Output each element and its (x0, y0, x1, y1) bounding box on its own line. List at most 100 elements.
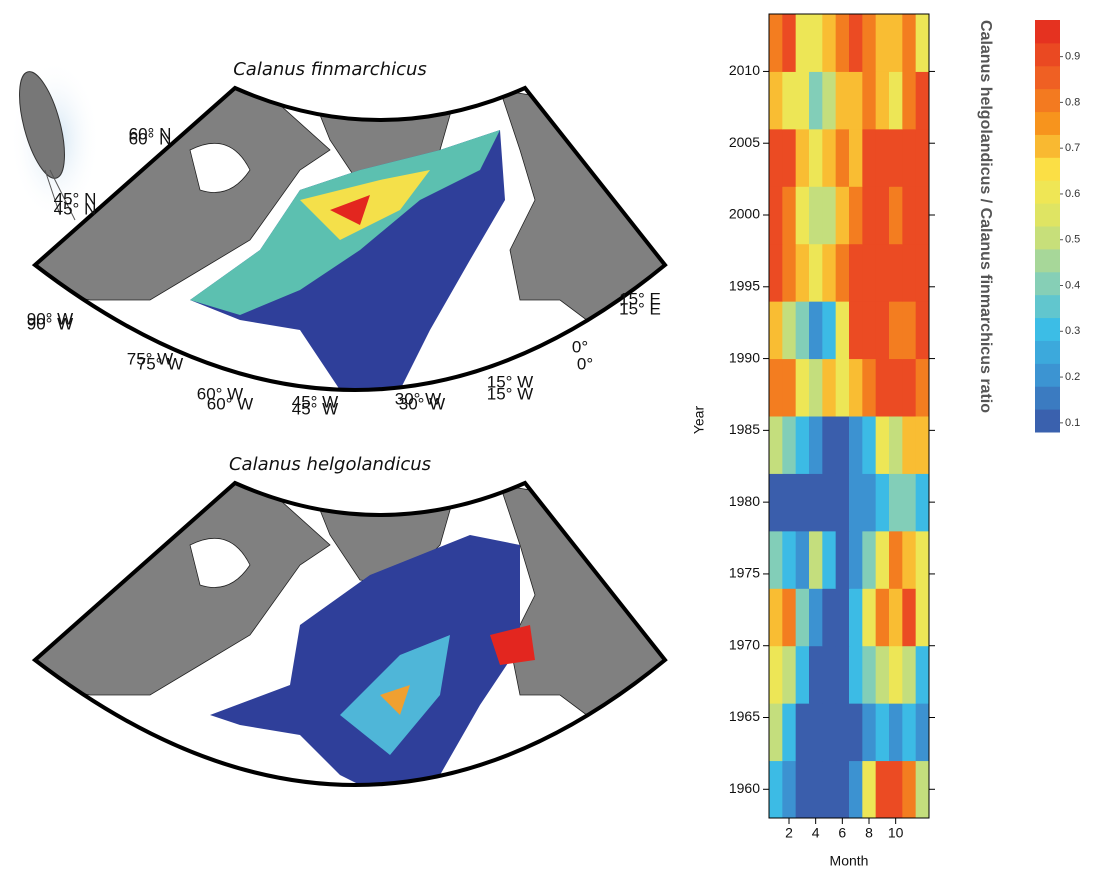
heatmap-cell (875, 71, 890, 130)
heatmap-cell (809, 14, 823, 72)
map-title: Calanus finmarchicus (233, 59, 427, 80)
colorbar-band (1035, 88, 1060, 113)
heatmap-cell (809, 358, 823, 417)
x-tick-label: 8 (865, 825, 873, 841)
colorbar-tick-label: 0.6 (1065, 188, 1080, 200)
y-tick-label: 1980 (729, 493, 760, 509)
heatmap-cell (795, 128, 810, 187)
heatmap-cell (835, 703, 850, 762)
heatmap-cell (795, 703, 810, 762)
heatmap-cell (822, 243, 837, 302)
heatmap-cell (809, 645, 823, 704)
heatmap-cell (889, 588, 903, 647)
heatmap-cell (902, 358, 917, 417)
heatmap-cell (769, 243, 783, 302)
heatmap-cell (795, 243, 810, 302)
heatmap-cell (782, 358, 797, 417)
heatmap-cell (835, 588, 850, 647)
heatmap-cell (902, 14, 917, 72)
map-outline (31, 480, 668, 787)
heatmap-cell (915, 416, 929, 474)
heatmap-cell (849, 416, 863, 474)
heatmap-cell (915, 186, 929, 245)
heatmap-cell (915, 243, 929, 302)
y-tick-label: 2000 (729, 206, 760, 222)
heatmap-cell (809, 588, 823, 647)
colorbar-band (1035, 65, 1060, 90)
colorbar-band (1035, 203, 1060, 227)
heatmap-cell (835, 530, 850, 589)
heatmap-cell (835, 358, 850, 417)
heatmap-cell (875, 703, 890, 762)
coordinate-label: 90° W (27, 314, 73, 333)
coordinate-label: 0° (572, 337, 588, 356)
heatmap-cell (809, 186, 823, 245)
colorbar-tick-label: 0.8 (1065, 96, 1080, 108)
heatmap-cell (875, 128, 890, 187)
distribution (490, 625, 535, 665)
heatmap-cell (822, 128, 837, 187)
heatmap-cell (875, 473, 890, 532)
coordinate-label: 15° W (487, 372, 533, 391)
heatmap-cell (795, 645, 810, 704)
y-tick-label: 1990 (729, 349, 760, 365)
x-tick-label: 2 (785, 825, 793, 841)
heatmap-cell (849, 645, 863, 704)
heatmap-cell (875, 301, 890, 360)
colorbar-tick-label: 0.4 (1065, 279, 1080, 291)
heatmap-cell (822, 301, 837, 360)
heatmap-cell (809, 71, 823, 130)
heatmap-cell (822, 358, 837, 417)
heatmap-cell (769, 703, 783, 762)
heatmap-cell (849, 530, 863, 589)
heatmap-cell (902, 128, 917, 187)
heatmap-cell (849, 14, 863, 72)
heatmap-cell (889, 703, 903, 762)
colorbar-tick-label: 0.2 (1065, 371, 1080, 383)
heatmap-cells (769, 14, 929, 818)
colorbar-tick-label: 0.7 (1065, 142, 1080, 154)
heatmap-cell (889, 416, 903, 474)
heatmap-cell (809, 128, 823, 187)
heatmap-cell (915, 128, 929, 187)
heatmap-cell (889, 358, 903, 417)
y-tick-label: 1965 (729, 708, 760, 724)
heatmap-cell (862, 301, 877, 360)
heatmap-cell (862, 14, 877, 72)
heatmap-cell (875, 530, 890, 589)
heatmap-cell (782, 473, 797, 532)
heatmap-cell (862, 473, 877, 532)
heatmap-cell (915, 588, 929, 647)
heatmap-cell (915, 530, 929, 589)
heatmap-cell (795, 358, 810, 417)
y-tick-label: 1975 (729, 565, 760, 581)
bay (189, 537, 251, 588)
heatmap-cell (822, 530, 837, 589)
heatmap-cell (782, 243, 797, 302)
heatmap-cell (889, 530, 903, 589)
heatmap-cell (782, 14, 797, 72)
y-tick-label: 2005 (729, 134, 760, 150)
heatmap-cell (875, 14, 890, 72)
y-tick-label: 1970 (729, 636, 760, 652)
heatmap-cell (902, 243, 917, 302)
colorbar-tick-label: 0.5 (1065, 234, 1080, 246)
heatmap-cell (769, 186, 783, 245)
heatmap-cell (849, 760, 863, 818)
x-tick-label: 4 (812, 825, 820, 841)
coordinate-label: 45° N (54, 199, 97, 218)
heatmap-cell (769, 416, 783, 474)
heatmap-cell (902, 186, 917, 245)
heatmap-cell (795, 588, 810, 647)
heatmap-cell (809, 760, 823, 818)
heatmap-cell (902, 473, 917, 532)
heatmap-cell (822, 186, 837, 245)
heatmap-cell (822, 416, 837, 474)
colorbar-tick-label: 0.1 (1065, 417, 1080, 429)
heatmap-cell (809, 473, 823, 532)
colorbar-band (1035, 386, 1060, 410)
heatmap-cell (915, 645, 929, 704)
coordinate-label: 60° N (129, 124, 172, 143)
heatmap-cell (809, 243, 823, 302)
